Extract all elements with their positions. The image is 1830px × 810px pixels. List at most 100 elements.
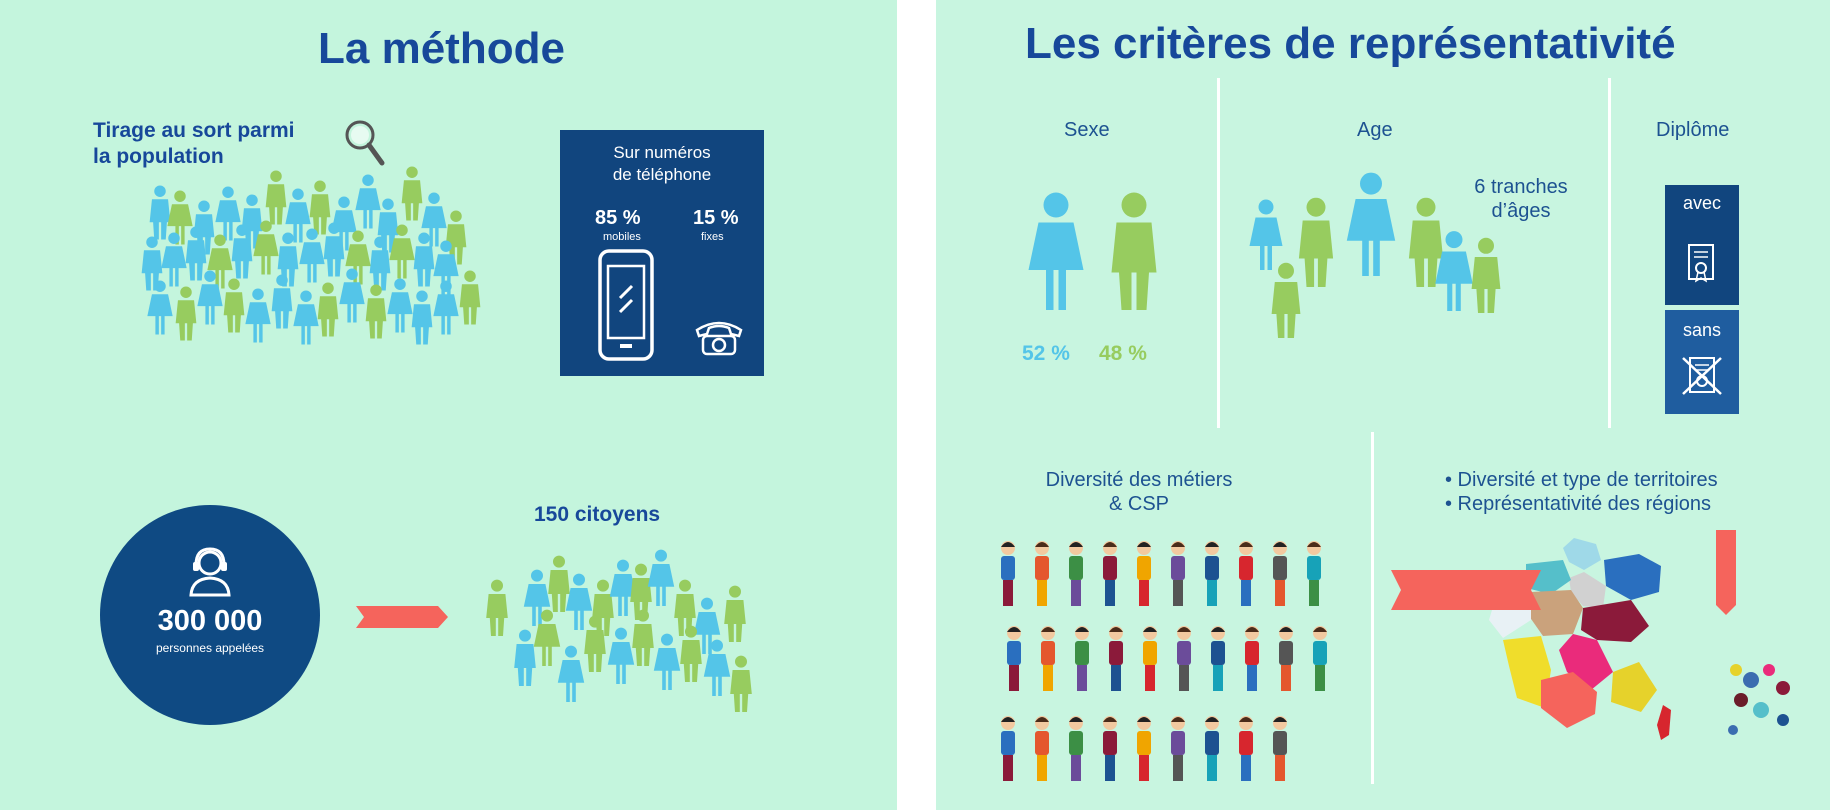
worker-figure [1307,541,1321,606]
mobile-label: mobiles [603,231,641,243]
phone-box-title-line2: de téléphone [612,165,712,184]
kid-figure [1271,262,1301,338]
citizens-label: 150 citoyens [534,503,661,526]
jobs-heading-line2: & CSP [1108,493,1170,515]
crowd-person [265,170,287,225]
diploma-heading: Diplôme [1656,119,1730,141]
worker-figure [1313,626,1327,691]
method-title: La méthode [318,24,565,73]
age-note: 6 tranches d’âges [1456,175,1586,223]
diploma-with-box: avec [1665,185,1739,305]
calls-count: 300 000 [157,605,263,637]
worker-figure [1205,716,1219,781]
diploma-without-box: sans [1665,310,1739,414]
random-draw-line1: Tirage au sort parmi [93,119,295,142]
magnifier-icon [345,120,385,166]
crowd-person [161,232,187,287]
worker-figure [1041,626,1055,691]
operator-headset-icon [189,547,231,597]
crowd-person [445,210,467,265]
crowd-person [387,278,413,333]
citizen-person [674,579,696,636]
crowd-person [317,282,339,337]
crowd-person [223,278,245,333]
female-percent: 52 % [1022,342,1070,365]
crowd-person [241,194,263,249]
crowd-person [197,270,223,325]
crowd-person [421,192,447,247]
worker-figure [1075,626,1089,691]
crowd-person [231,224,253,279]
citizen-person [514,629,536,686]
age-note-line2: d’âges [1491,200,1551,222]
territories-bullet1: • Diversité et type de territoires [1445,469,1718,491]
citizen-person [557,645,585,702]
crowd-person [253,220,279,275]
worker-figure [1103,541,1117,606]
worker-figure [1001,716,1015,781]
crowd-person [413,232,435,287]
diploma-with-label: avec [1682,193,1722,213]
phone-box-title: Sur numéros de téléphone [560,142,764,186]
worker-figure [1103,716,1117,781]
citizen-person [630,563,652,620]
crowd-person [215,186,241,241]
fixed-percent: 15 % [693,207,739,229]
worker-figure [1177,626,1191,691]
young-woman-figure [1435,231,1473,311]
citizen-person [584,615,606,672]
divider [1217,78,1220,428]
citizen-person [724,585,746,642]
crowd-person [167,190,193,245]
method-panel: La méthode Tirage au sort parmi la popul… [0,0,897,810]
calls-circle: 300 000 personnes appelées [100,505,320,725]
crowd-person [299,228,325,283]
random-draw-line2: la population [93,145,224,168]
crowd-person [389,224,415,279]
sex-figures [1028,192,1157,310]
population-crowd [141,166,481,345]
citizen-person [703,639,731,696]
diploma-icon [1688,244,1714,283]
crowd-person [293,290,319,345]
citizen-person [523,569,551,626]
crowd-person [147,280,173,335]
woman-figure [1028,192,1084,310]
crowd-person [271,274,293,329]
worker-figure [1035,716,1049,781]
age-note-line1: 6 tranches [1474,176,1568,198]
crowd-person [141,236,163,291]
crowd-person [309,180,331,235]
worker-figure [1035,541,1049,606]
man-figure [1111,192,1157,310]
crowd-person [411,290,433,345]
sex-heading: Sexe [1064,119,1110,141]
citizen-person [653,633,681,690]
worker-figure [1109,626,1123,691]
calls-label: personnes appelées [155,641,265,655]
citizen-person [565,573,593,630]
crowd-person [175,286,197,341]
crowd-person [459,270,481,325]
elderly-woman-figure [1346,172,1396,276]
crowd-person [433,240,459,295]
adult-man-figure [1408,197,1444,287]
arrow-icon [356,606,448,628]
age-figures [1249,172,1501,338]
citizen-person [533,609,561,666]
citizen-person [730,655,752,712]
worker-figure [1001,541,1015,606]
territories-bullet2: • Représentativité des régions [1445,493,1712,515]
crowd-person [149,185,171,240]
territories-list: • Diversité et type de territoires • Rep… [1445,468,1718,516]
citizen-person [486,579,508,636]
crowd-person [285,188,311,243]
criteria-panel: Les critères de représentativité Sexe 52… [936,0,1830,810]
citizen-person [647,549,675,606]
citizen-person [607,627,635,684]
jobs-heading: Diversité des métiers & CSP [1014,468,1264,516]
no-diploma-icon [1682,357,1722,395]
citizen-person [609,559,637,616]
fixed-label: fixes [701,231,724,243]
divider [1608,78,1611,428]
